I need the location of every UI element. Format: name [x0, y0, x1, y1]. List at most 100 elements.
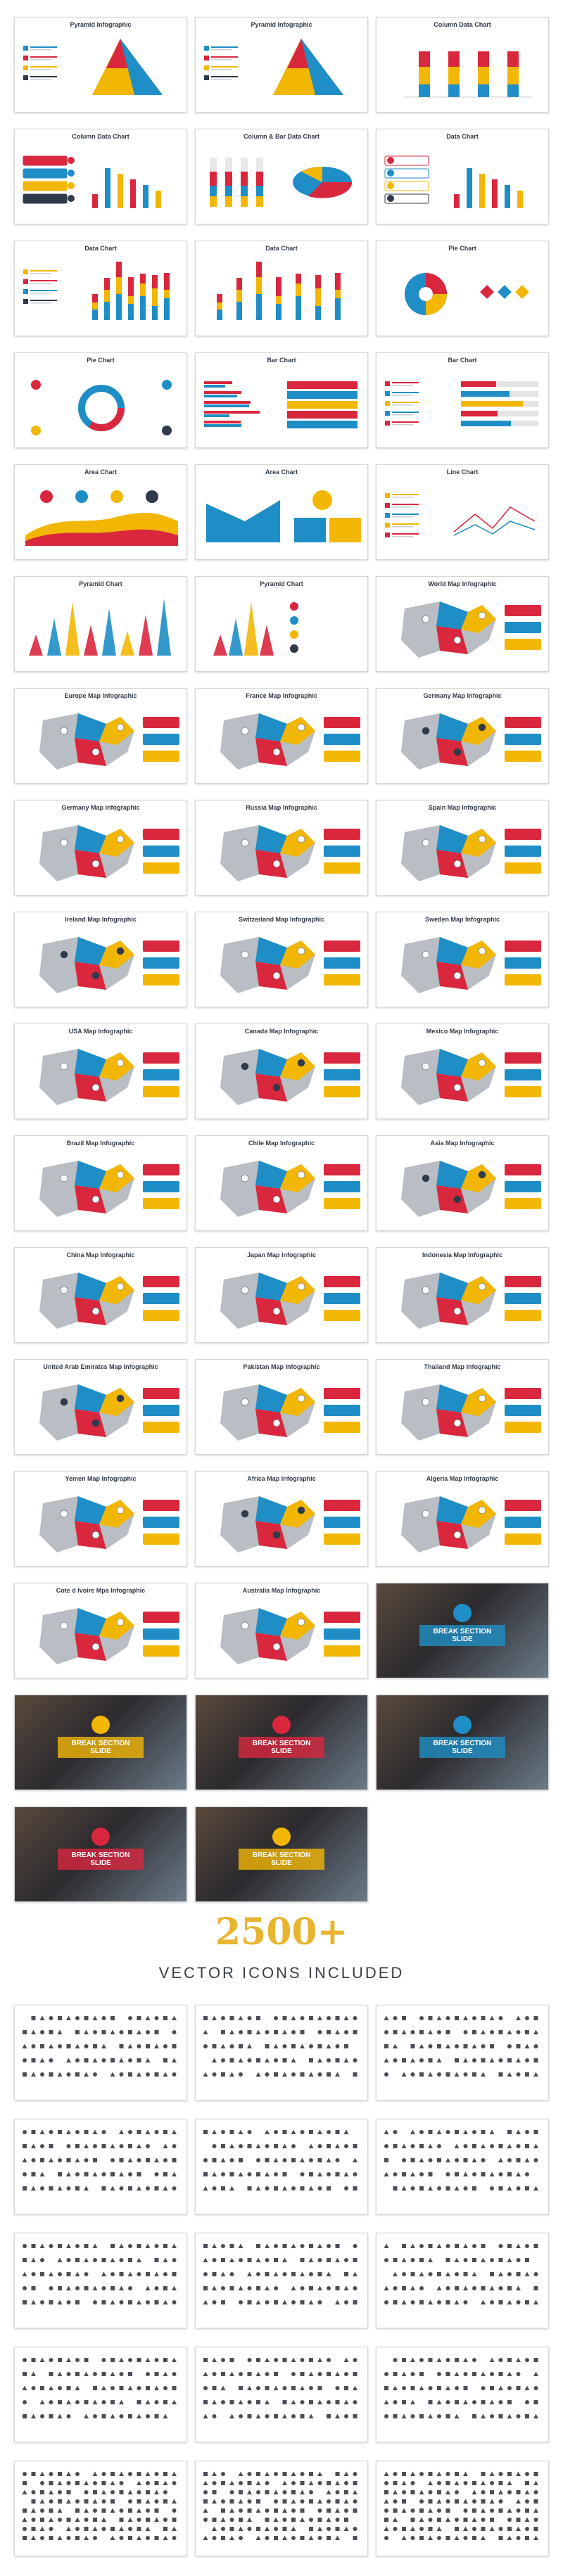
text-line — [392, 404, 413, 406]
glyph-icon — [481, 2527, 486, 2531]
slide-title: Area Chart — [265, 468, 298, 476]
stack-seg — [296, 283, 301, 296]
glyph-icon — [23, 2286, 27, 2290]
glyph-icon — [436, 2357, 442, 2362]
text-line — [392, 494, 419, 495]
map-pin-icon — [478, 723, 486, 732]
glyph-icon — [128, 2244, 132, 2248]
glyph-icon — [256, 2272, 260, 2276]
glyph-icon — [507, 2508, 512, 2513]
text-line — [392, 412, 419, 413]
map-region — [75, 1049, 106, 1077]
glyph-icon — [58, 2044, 62, 2048]
glyph-icon — [445, 2030, 450, 2034]
slide-thumbnail: Pie Chart — [14, 352, 187, 448]
glyph-icon — [481, 2414, 486, 2418]
glyph-icon — [172, 2072, 177, 2077]
slide-thumbnail: BREAK SECTION SLIDE — [14, 1695, 187, 1790]
map-pin-icon — [91, 1307, 100, 1315]
list-panel — [384, 181, 429, 191]
glyph-icon — [172, 2300, 177, 2304]
glyph-icon — [110, 2257, 115, 2262]
list-panel — [23, 181, 68, 191]
glyph-icon — [101, 2144, 106, 2148]
glyph-icon — [247, 2472, 252, 2476]
glyph-icon — [66, 2172, 71, 2176]
glyph-icon — [229, 2480, 234, 2485]
glyph-icon — [428, 2244, 433, 2248]
glyph-icon — [410, 2272, 415, 2276]
glyph-icon — [410, 2471, 415, 2476]
glyph-icon — [402, 2158, 406, 2162]
glyph-icon — [66, 2414, 71, 2418]
glyph-icon — [137, 2480, 141, 2485]
glyph-icon — [344, 2300, 348, 2304]
info-panel — [324, 1388, 360, 1399]
glyph-icon — [463, 2172, 468, 2176]
map-region — [280, 1500, 315, 1528]
info-panel — [505, 734, 541, 745]
glyph-icon — [490, 2272, 494, 2276]
glyph-icon — [57, 2257, 63, 2262]
bar — [204, 414, 229, 417]
glyph-icon — [516, 2243, 521, 2248]
info-panel — [505, 1534, 541, 1545]
pie-slice — [426, 294, 447, 315]
glyph-icon — [40, 2044, 44, 2048]
stack-seg — [92, 310, 98, 320]
slide-title: Germany Map Infographic — [61, 804, 140, 811]
glyph-icon — [384, 2490, 388, 2494]
glyph-icon — [335, 2386, 340, 2390]
glyph-icon — [384, 2072, 388, 2077]
glyph-icon — [146, 2186, 150, 2191]
break-section-title: BREAK SECTION SLIDE — [419, 1736, 505, 1758]
map-region — [436, 825, 468, 853]
glyph-icon — [445, 2258, 450, 2262]
glyph-icon — [353, 2244, 358, 2248]
spike — [157, 599, 171, 656]
glyph-icon — [335, 2029, 340, 2034]
map-region — [280, 1612, 315, 1640]
glyph-icon — [472, 2244, 476, 2248]
map-pin-icon — [297, 1282, 305, 1291]
map-pin-icon — [297, 723, 305, 732]
glyph-icon — [344, 2372, 348, 2376]
glyph-icon — [353, 2385, 358, 2390]
glyph-icon — [49, 2130, 53, 2134]
glyph-icon — [481, 2029, 486, 2034]
slide-graphic — [210, 158, 353, 207]
glyph-icon — [402, 2286, 406, 2290]
glyph-icon — [58, 2518, 62, 2522]
spike — [29, 635, 43, 656]
glyph-icon — [203, 2272, 208, 2276]
text-line — [392, 533, 419, 535]
map-pin-icon — [453, 860, 462, 868]
glyph-icon — [472, 2172, 476, 2176]
glyph-icon — [445, 2286, 450, 2290]
glyph-icon — [353, 2414, 358, 2418]
glyph-icon — [39, 2058, 45, 2062]
glyph-icon — [203, 2257, 208, 2262]
glyph-icon — [516, 2158, 521, 2162]
glyph-icon — [212, 2499, 217, 2504]
glyph-icon — [291, 2499, 296, 2504]
glyph-icon — [84, 2044, 89, 2048]
map-pin-icon — [478, 1059, 486, 1067]
glyph-icon — [84, 2029, 89, 2034]
slide-title: Pyramid Chart — [260, 580, 303, 587]
glyph-icon — [291, 2243, 296, 2248]
glyph-icon — [481, 2244, 486, 2248]
glyph-icon — [163, 2400, 167, 2404]
glyph-icon — [119, 2300, 124, 2304]
glyph-icon — [317, 2129, 322, 2134]
slide-title: Pie Chart — [87, 357, 115, 364]
glyph-icon — [445, 2186, 450, 2191]
glyph-icon — [203, 2186, 208, 2191]
glyph-icon — [291, 2044, 296, 2048]
glyph-icon — [221, 2481, 225, 2485]
stack-seg — [116, 277, 122, 294]
glyph-icon — [533, 2244, 538, 2248]
list-icon — [387, 157, 394, 164]
slide-thumbnail: Thailand Map Infographic — [376, 1359, 549, 1455]
glyph-icon — [163, 2272, 167, 2276]
